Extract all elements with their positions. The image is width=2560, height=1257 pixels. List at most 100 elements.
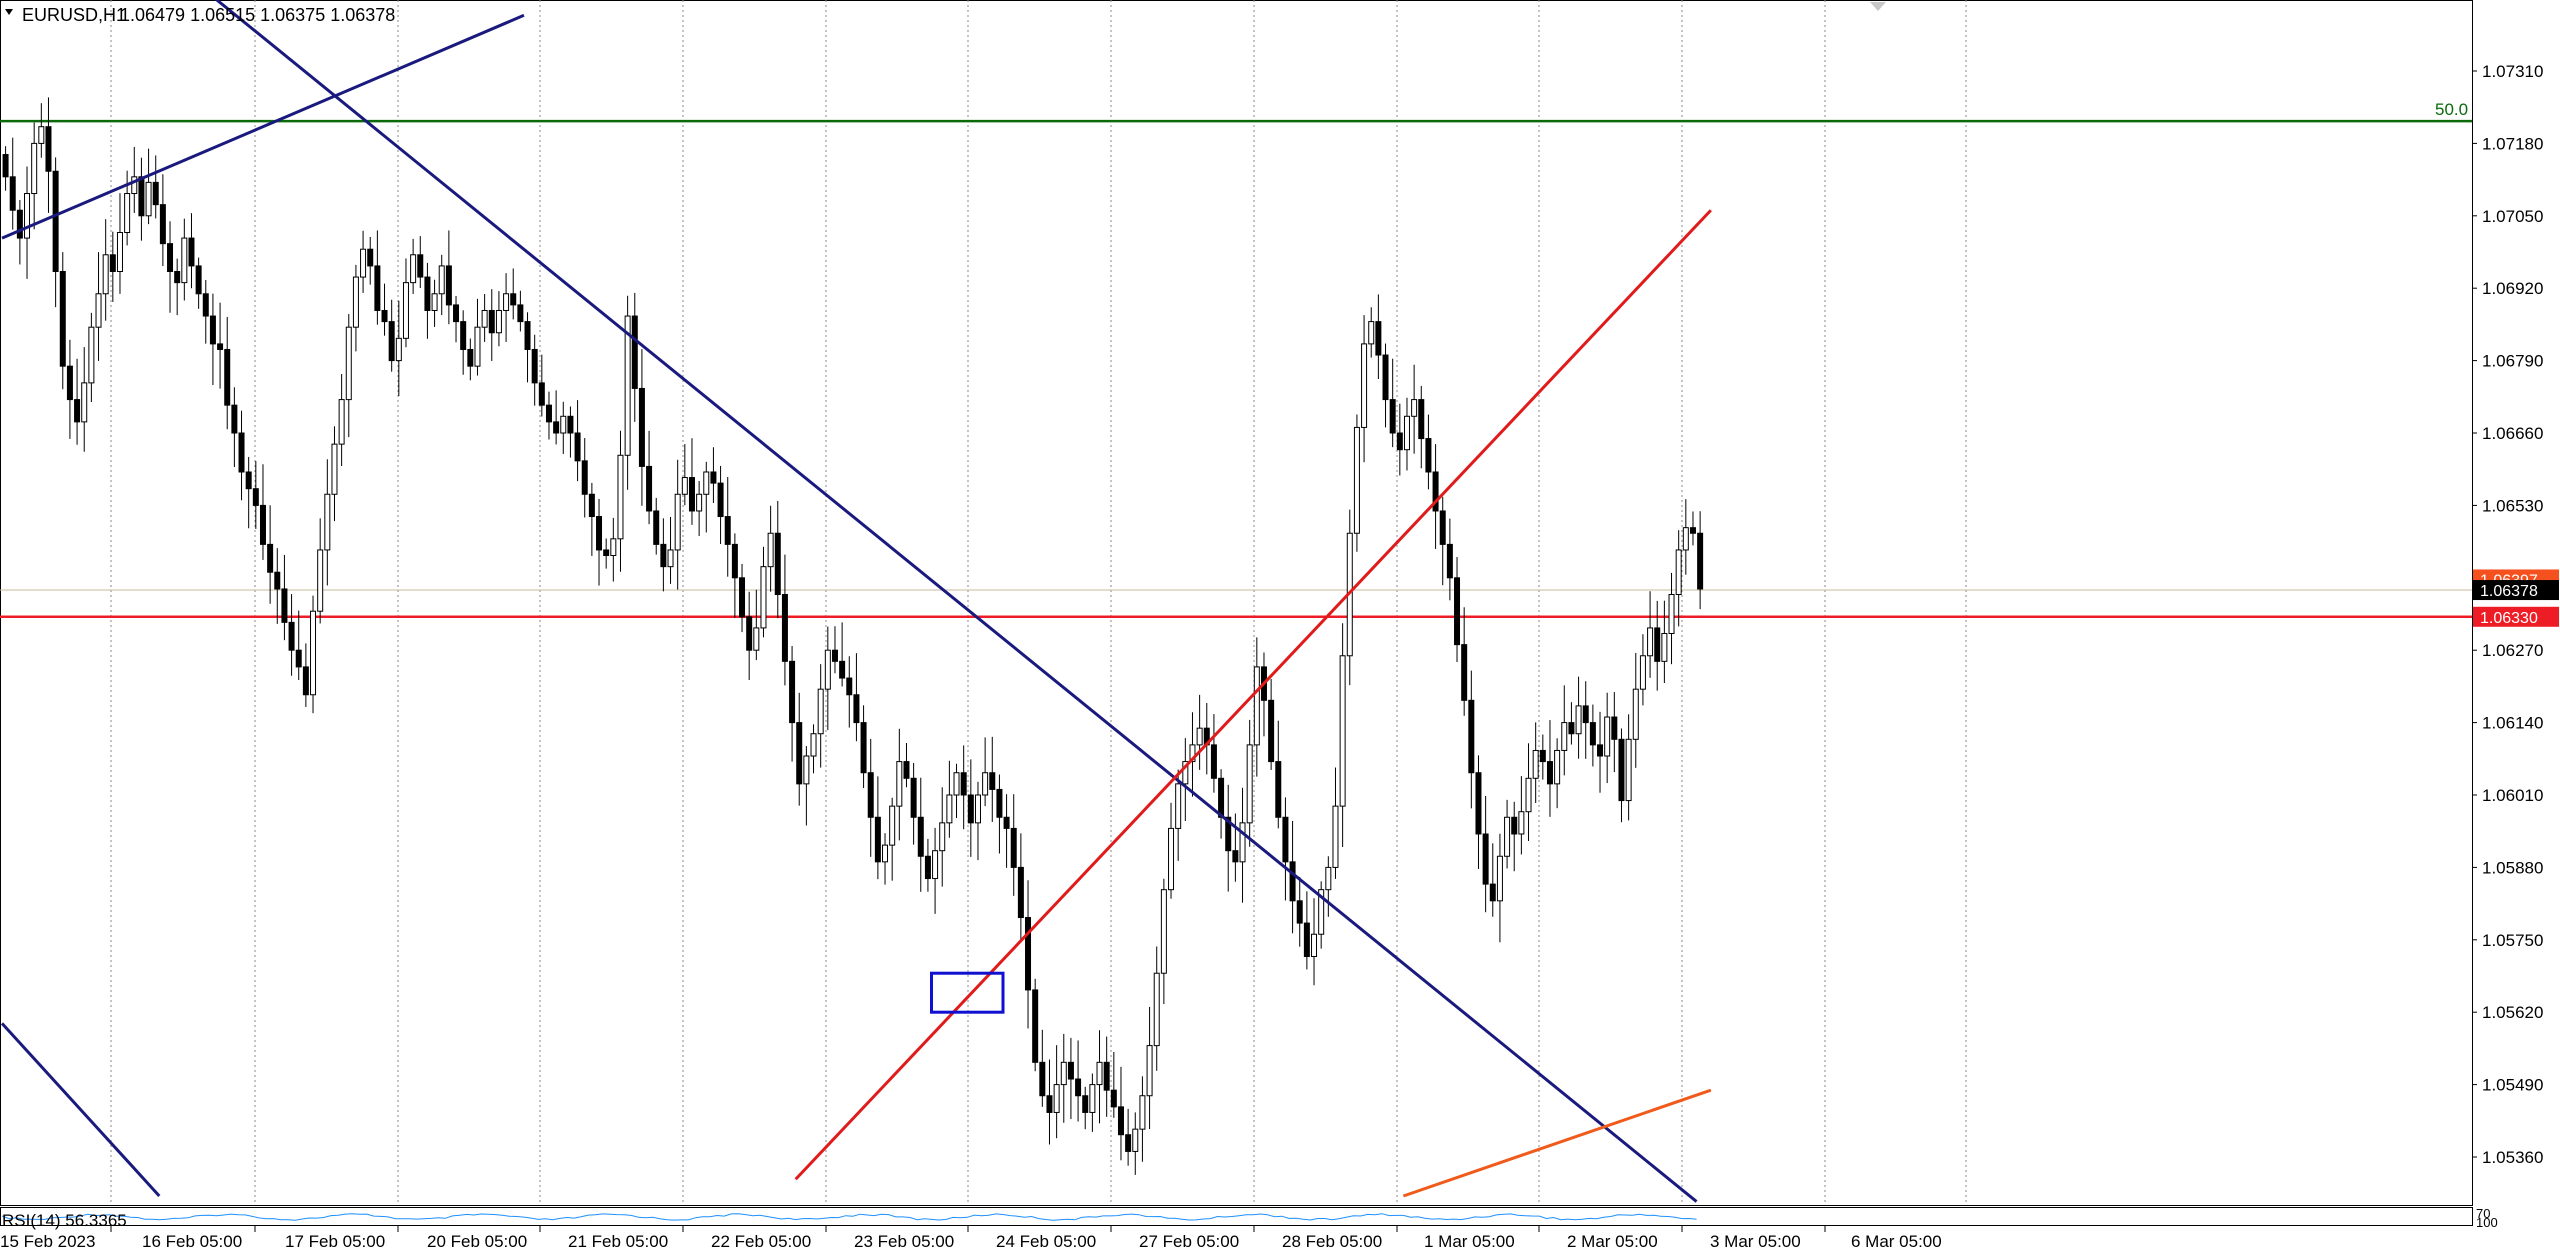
navy-trend-descending[interactable] [16, 0, 1698, 1203]
candle [710, 447, 717, 503]
time-tick-label: 24 Feb 05:00 [996, 1232, 1096, 1251]
candle-body [402, 282, 409, 339]
candle [295, 610, 302, 681]
candle-body [431, 293, 438, 311]
time-axis[interactable]: 15 Feb 2023 16 Feb 05:00 17 Feb 05:00 20 Fe… [0, 1226, 1942, 1251]
candle [274, 548, 281, 624]
candle [267, 505, 274, 604]
candle [1525, 743, 1532, 841]
candle-body [903, 761, 910, 779]
candle-body [352, 276, 359, 328]
candle-body [824, 649, 831, 690]
candle [59, 252, 66, 390]
candle-body [1053, 1084, 1060, 1113]
candle [982, 737, 989, 807]
candle [674, 459, 681, 590]
candle [903, 743, 910, 788]
candle-body [860, 722, 867, 774]
candle-body [1082, 1095, 1089, 1113]
candle-body [1618, 738, 1625, 802]
candle-body [1103, 1061, 1110, 1091]
candle [789, 646, 796, 762]
candle [124, 170, 131, 246]
candle-body [1210, 744, 1217, 779]
price-axis[interactable]: 1.07310 1.07180 1.07050 1.06920 1.06790 1.066… [2472, 62, 2543, 1167]
candle [1418, 385, 1425, 469]
candle [202, 280, 209, 344]
candle [445, 230, 452, 325]
candle-body [1303, 922, 1310, 958]
navy-trend-upper[interactable] [1, 13, 525, 240]
candle-body [109, 254, 116, 272]
candle [1325, 856, 1332, 917]
candle [781, 554, 788, 686]
candle [1282, 797, 1289, 901]
candle-body [217, 343, 224, 350]
price-tick-label: 1.06010 [2482, 786, 2543, 805]
drawn-objects[interactable] [0, 0, 1712, 1203]
candle-body [1025, 917, 1032, 991]
candles [2, 97, 1704, 1175]
candle-body [1561, 722, 1568, 751]
candle [932, 827, 939, 914]
candle [839, 622, 846, 687]
candle-body [66, 365, 73, 401]
candle-body [259, 504, 266, 545]
candle [524, 312, 531, 383]
candle-body [524, 321, 531, 350]
candle-body [1518, 811, 1525, 835]
candle-body [932, 850, 939, 880]
candle [424, 262, 431, 339]
candle-body [924, 855, 931, 880]
candle [1096, 1030, 1103, 1124]
candle [460, 310, 467, 375]
candle-body [667, 549, 674, 568]
candle [1668, 572, 1675, 665]
candle [1432, 444, 1439, 549]
candle [810, 724, 817, 774]
candle-body [310, 610, 317, 696]
candle [1682, 499, 1689, 575]
candle [481, 294, 488, 342]
candle [1160, 878, 1167, 1005]
candle [1561, 685, 1568, 776]
candle [1511, 801, 1518, 872]
candle [381, 283, 388, 336]
candle-body [1525, 777, 1532, 813]
candle-body [760, 566, 767, 629]
candle-body [1425, 438, 1432, 473]
candle [9, 137, 16, 230]
candle [860, 705, 867, 789]
candle [1082, 1086, 1089, 1130]
candle-body [424, 276, 431, 311]
symbol-menu-triangle-icon[interactable] [5, 9, 13, 15]
candle [310, 595, 317, 714]
candle-body [395, 337, 402, 362]
candle [581, 438, 588, 518]
candle-body [252, 488, 259, 506]
candle [1353, 414, 1360, 552]
candle [174, 258, 181, 316]
candle-body [495, 309, 502, 334]
candle-body [696, 493, 703, 512]
candle [774, 500, 781, 619]
candle [1289, 820, 1296, 934]
candle-body [660, 543, 667, 568]
candle [1425, 414, 1432, 490]
red-trend-support[interactable] [794, 209, 1712, 1181]
candle-body [460, 321, 467, 350]
orange-trend[interactable] [1402, 1088, 1712, 1198]
candle-body [1532, 749, 1539, 779]
navy-trend-lower[interactable] [0, 1022, 161, 1197]
candle [617, 430, 624, 572]
candle-body [1589, 722, 1596, 746]
candle-body [1389, 399, 1396, 434]
candle [259, 464, 266, 560]
candle-body [81, 382, 88, 423]
candle [1117, 1066, 1124, 1161]
blue-box[interactable] [930, 971, 1005, 1014]
candle-body [1604, 716, 1611, 757]
price-tick-label: 1.06140 [2482, 714, 2543, 733]
time-tick-label: 27 Feb 05:00 [1139, 1232, 1239, 1251]
